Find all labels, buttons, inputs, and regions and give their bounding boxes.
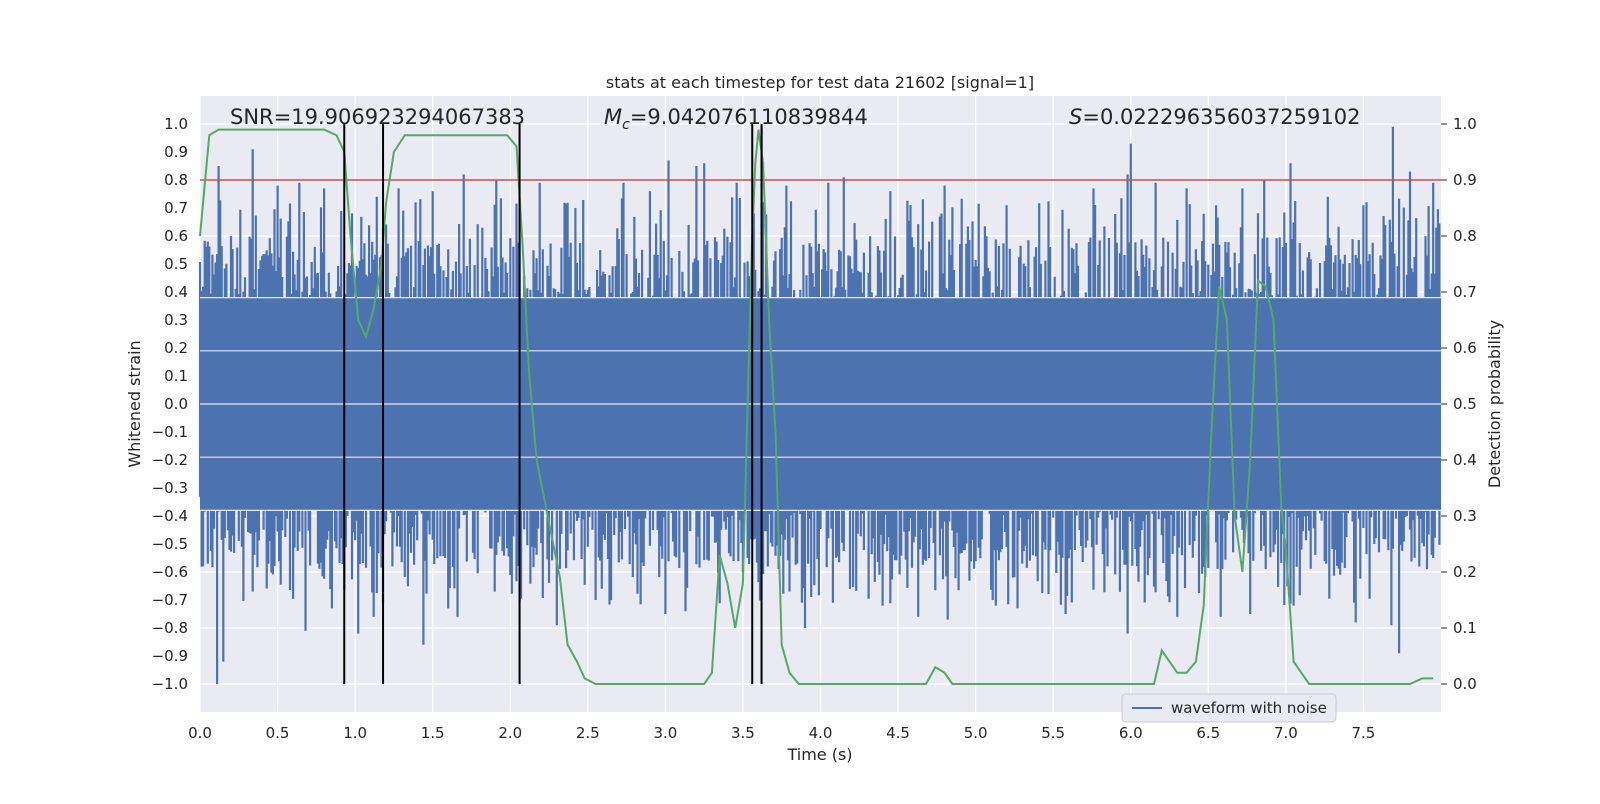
y-left-tick-label: −0.6 bbox=[152, 563, 188, 581]
y-left-tick-label: 0.9 bbox=[164, 143, 188, 161]
x-tick-label: 4.0 bbox=[809, 724, 833, 742]
noise-series bbox=[198, 126, 1441, 684]
chart-title: stats at each timestep for test data 216… bbox=[606, 73, 1034, 92]
y-right-axis-ticks: 1.0 0.9 0.8 0.7 0.6 0.5 0.4 0.3 0.2 0.1 0.0 bbox=[1441, 115, 1477, 693]
y-right-tick-label: 0.7 bbox=[1453, 283, 1477, 301]
x-tick-label: 4.5 bbox=[886, 724, 910, 742]
y-left-tick-label: 0.5 bbox=[164, 255, 188, 273]
x-tick-label: 6.0 bbox=[1119, 724, 1143, 742]
y-left-tick-label: −0.5 bbox=[152, 535, 188, 553]
y-left-axis-ticks: 1.0 0.9 0.8 0.7 0.6 0.5 0.4 0.3 0.2 0.1 0.0 −0.1 −0.… bbox=[152, 115, 188, 693]
x-tick-label: 0.5 bbox=[266, 724, 290, 742]
y-left-tick-label: −0.7 bbox=[152, 591, 188, 609]
probability-series bbox=[199, 128, 1434, 685]
chirp-mass-symbol: M bbox=[604, 105, 622, 129]
y-left-tick-label: 0.2 bbox=[164, 339, 188, 357]
x-axis-ticks: 0.0 0.5 1.0 1.5 2.0 2.5 3.0 3.5 4.0 4.5 5.0 5.5 6.0 6… bbox=[188, 724, 1375, 742]
x-tick-label: 7.5 bbox=[1352, 724, 1376, 742]
legend-box bbox=[1121, 693, 1337, 723]
y-right-tick-label: 0.1 bbox=[1453, 619, 1477, 637]
y-left-tick-label: −0.8 bbox=[152, 619, 188, 637]
legend: waveform with noise bbox=[1121, 693, 1337, 723]
y-left-tick-label: 0.4 bbox=[164, 283, 188, 301]
s-value: =0.022296356037259102 bbox=[1082, 105, 1360, 129]
y-right-tick-label: 0.5 bbox=[1453, 395, 1477, 413]
x-tick-label: 2.5 bbox=[576, 724, 600, 742]
x-tick-label: 0.0 bbox=[188, 724, 212, 742]
y-right-tick-label: 0.2 bbox=[1453, 563, 1477, 581]
chirp-mass-value: =9.042076110839844 bbox=[630, 105, 868, 129]
y-right-axis-label: Detection probability bbox=[1485, 320, 1504, 488]
probability-line bbox=[199, 128, 1434, 685]
chirp-mass-subscript: c bbox=[622, 117, 630, 133]
y-left-tick-label: 0.6 bbox=[164, 227, 188, 245]
y-right-tick-label: 0.6 bbox=[1453, 339, 1477, 357]
x-tick-label: 5.0 bbox=[964, 724, 988, 742]
x-tick-label: 1.5 bbox=[421, 724, 445, 742]
y-right-tick-label: 0.3 bbox=[1453, 507, 1477, 525]
y-left-tick-label: −0.1 bbox=[152, 423, 188, 441]
y-right-tick-label: 0.0 bbox=[1453, 675, 1477, 693]
y-left-tick-label: 0.1 bbox=[164, 367, 188, 385]
snr-annotation: SNR=19.906923294067383 bbox=[230, 105, 525, 129]
y-left-tick-label: −0.4 bbox=[152, 507, 188, 525]
y-right-tick-label: 0.4 bbox=[1453, 451, 1477, 469]
x-axis-label: Time (s) bbox=[786, 745, 852, 764]
s-annotation: S=0.022296356037259102 bbox=[1069, 105, 1360, 129]
legend-label-noise: waveform with noise bbox=[1171, 699, 1327, 717]
chirp-mass-annotation: Mc=9.042076110839844 bbox=[604, 105, 868, 133]
y-left-tick-label: −0.2 bbox=[152, 451, 188, 469]
y-left-tick-label: 0.0 bbox=[164, 395, 188, 413]
x-tick-label: 1.0 bbox=[343, 724, 367, 742]
y-left-tick-label: 1.0 bbox=[164, 115, 188, 133]
y-left-tick-label: −0.9 bbox=[152, 647, 188, 665]
x-tick-label: 7.0 bbox=[1274, 724, 1298, 742]
y-left-tick-label: 0.8 bbox=[164, 171, 188, 189]
y-left-tick-label: −0.3 bbox=[152, 479, 188, 497]
y-right-tick-label: 1.0 bbox=[1453, 115, 1477, 133]
x-tick-label: 3.0 bbox=[653, 724, 677, 742]
x-tick-label: 3.5 bbox=[731, 724, 755, 742]
y-right-tick-label: 0.9 bbox=[1453, 171, 1477, 189]
y-left-axis-label: Whitened strain bbox=[125, 340, 144, 467]
x-tick-label: 2.0 bbox=[498, 724, 522, 742]
y-left-tick-label: −1.0 bbox=[152, 675, 188, 693]
x-tick-label: 5.5 bbox=[1041, 724, 1065, 742]
x-tick-label: 6.5 bbox=[1196, 724, 1220, 742]
event-markers bbox=[343, 124, 763, 684]
y-left-tick-label: 0.3 bbox=[164, 311, 188, 329]
y-left-tick-label: 0.7 bbox=[164, 199, 188, 217]
s-symbol: S bbox=[1069, 105, 1082, 129]
y-right-tick-label: 0.8 bbox=[1453, 227, 1477, 245]
